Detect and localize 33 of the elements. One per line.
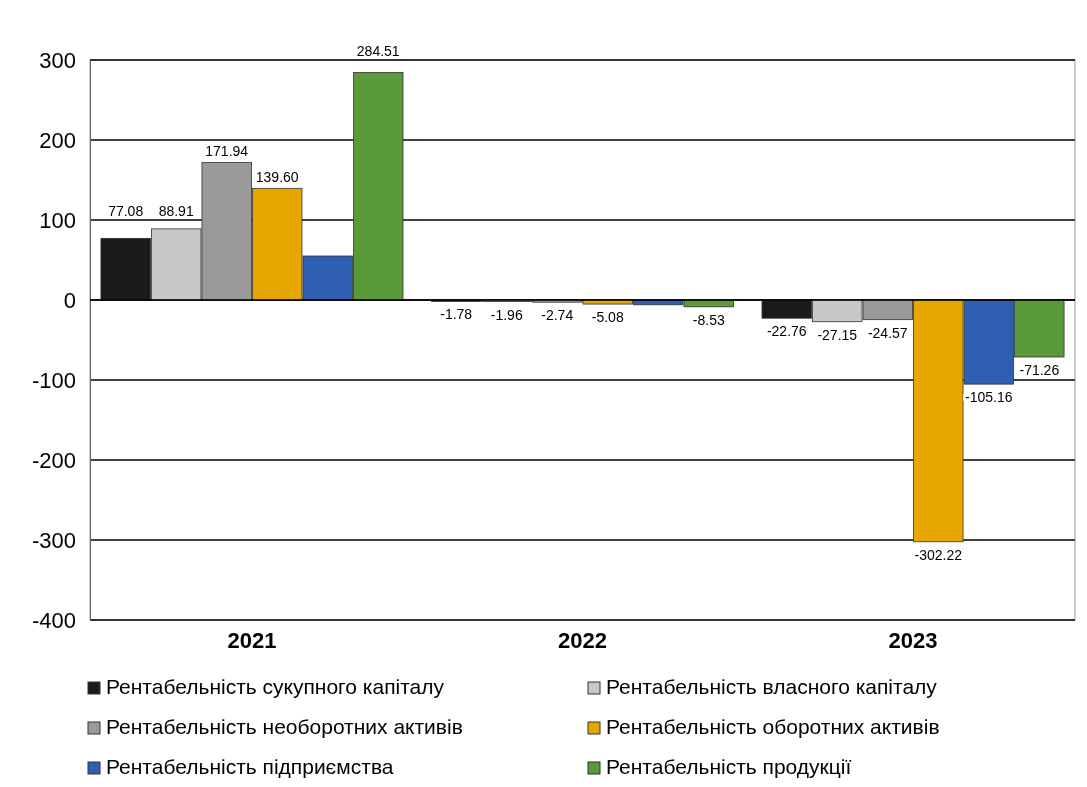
data-label: -8.53 — [692, 311, 725, 328]
y-tick-label: -100 — [31, 367, 76, 393]
data-label: -2.74 — [541, 307, 574, 324]
data-label: -22.76 — [766, 323, 807, 340]
y-tick-label: -300 — [31, 527, 76, 553]
data-label: -27.15 — [817, 326, 858, 343]
data-label: -302.22 — [914, 546, 963, 563]
legend-label: Рентабельність власного капіталу — [606, 675, 938, 698]
data-label: 88.91 — [158, 203, 194, 219]
legend-label: Рентабельність підприємства — [106, 755, 394, 778]
x-tick-label: 2022 — [558, 628, 607, 653]
y-tick-label: -400 — [31, 607, 76, 633]
data-label: -5.08 — [591, 309, 624, 326]
data-label: -24.57 — [867, 324, 908, 341]
data-label: 77.08 — [108, 203, 144, 219]
data-label: 284.51 — [356, 43, 400, 59]
legend-label: Рентабельність необоротних активів — [106, 715, 463, 738]
legend-label: Рентабельність продукції — [606, 755, 852, 778]
data-label: -1.96 — [490, 306, 523, 323]
data-label: -1.78 — [440, 306, 473, 323]
y-tick-label: 100 — [39, 207, 76, 233]
y-tick-label: -200 — [31, 447, 76, 473]
y-tick-label: 200 — [39, 127, 76, 153]
data-label: 139.60 — [255, 169, 299, 186]
data-label: 171.94 — [205, 143, 249, 160]
x-tick-label: 2021 — [227, 628, 277, 653]
data-label: -105.16 — [965, 389, 1013, 406]
y-tick-label: 0 — [63, 287, 76, 313]
legend-label: Рентабельність оборотних активів — [606, 715, 940, 738]
data-label: -71.26 — [1019, 362, 1060, 379]
y-tick-label: 300 — [39, 47, 76, 73]
x-tick-label: 2023 — [888, 628, 938, 653]
legend-label: Рентабельність сукупного капіталу — [106, 675, 445, 698]
